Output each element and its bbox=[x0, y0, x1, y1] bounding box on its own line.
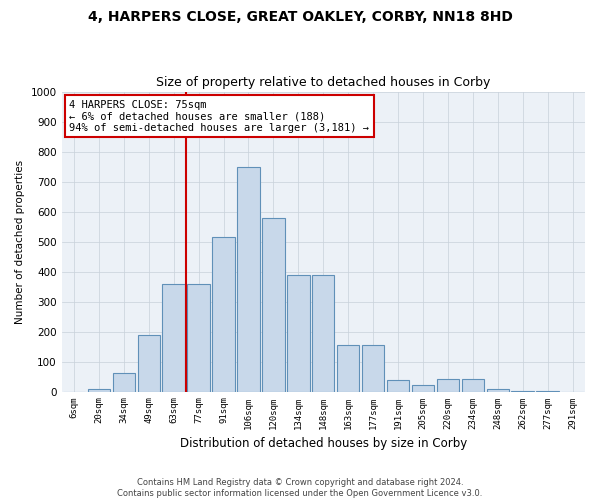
Bar bbox=[287, 275, 310, 392]
Bar bbox=[88, 388, 110, 392]
Bar bbox=[337, 345, 359, 392]
Bar bbox=[113, 372, 135, 392]
Text: 4 HARPERS CLOSE: 75sqm
← 6% of detached houses are smaller (188)
94% of semi-det: 4 HARPERS CLOSE: 75sqm ← 6% of detached … bbox=[70, 100, 370, 132]
Bar bbox=[362, 345, 385, 392]
Bar bbox=[237, 167, 260, 392]
Text: 4, HARPERS CLOSE, GREAT OAKLEY, CORBY, NN18 8HD: 4, HARPERS CLOSE, GREAT OAKLEY, CORBY, N… bbox=[88, 10, 512, 24]
Bar bbox=[511, 391, 534, 392]
Bar bbox=[412, 385, 434, 392]
Bar bbox=[461, 379, 484, 392]
Bar bbox=[187, 284, 210, 392]
Bar bbox=[137, 334, 160, 392]
Y-axis label: Number of detached properties: Number of detached properties bbox=[15, 160, 25, 324]
Bar bbox=[312, 275, 334, 392]
Bar bbox=[163, 284, 185, 392]
X-axis label: Distribution of detached houses by size in Corby: Distribution of detached houses by size … bbox=[179, 437, 467, 450]
Bar bbox=[212, 238, 235, 392]
Bar bbox=[387, 380, 409, 392]
Bar bbox=[437, 379, 459, 392]
Title: Size of property relative to detached houses in Corby: Size of property relative to detached ho… bbox=[156, 76, 490, 90]
Text: Contains HM Land Registry data © Crown copyright and database right 2024.
Contai: Contains HM Land Registry data © Crown c… bbox=[118, 478, 482, 498]
Bar bbox=[262, 218, 284, 392]
Bar bbox=[487, 388, 509, 392]
